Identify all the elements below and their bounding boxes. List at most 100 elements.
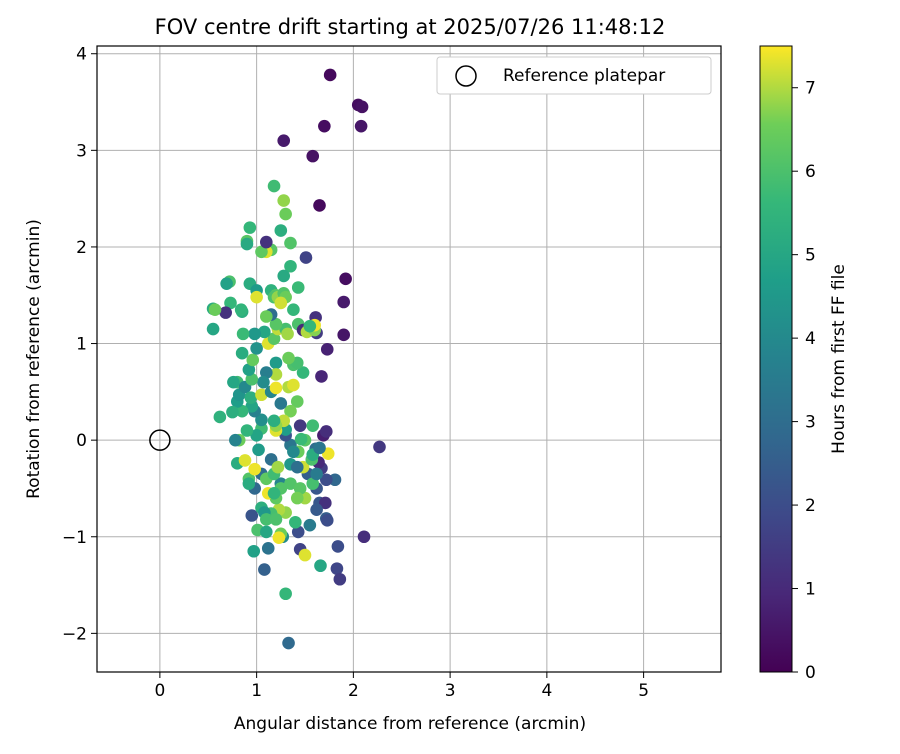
data-point xyxy=(229,433,242,447)
data-point xyxy=(220,277,233,290)
x-tick-label: 0 xyxy=(154,681,165,701)
plot-frame xyxy=(96,45,722,673)
data-point xyxy=(293,419,307,432)
y-tick-label: 1 xyxy=(76,335,87,355)
data-point xyxy=(274,296,288,310)
colorbar-tick-label: 5 xyxy=(805,246,816,266)
legend-label: Reference platepar xyxy=(503,66,665,86)
data-point xyxy=(208,303,222,317)
data-point xyxy=(272,531,286,545)
data-point xyxy=(290,460,304,474)
data-point xyxy=(219,306,232,319)
x-axis-ticks: 0 1 2 3 4 5 xyxy=(154,672,649,701)
x-tick-label: 4 xyxy=(541,681,552,701)
data-point xyxy=(310,467,323,481)
data-points xyxy=(206,68,386,650)
data-point xyxy=(306,477,320,490)
data-point xyxy=(289,515,302,529)
data-point xyxy=(255,388,268,402)
data-point xyxy=(246,353,260,367)
data-point xyxy=(226,405,239,419)
data-point xyxy=(269,381,283,395)
data-point xyxy=(269,513,283,526)
data-point xyxy=(235,346,249,360)
data-point xyxy=(206,322,220,336)
data-point xyxy=(331,540,345,553)
x-axis-label: Angular distance from reference (arcmin) xyxy=(234,714,586,734)
data-point xyxy=(282,636,295,650)
data-point xyxy=(314,559,327,573)
data-point xyxy=(303,319,317,333)
x-tick-label: 5 xyxy=(638,681,649,701)
data-point xyxy=(303,518,317,532)
data-point xyxy=(250,290,263,304)
data-point xyxy=(248,327,261,341)
data-point xyxy=(320,343,334,356)
data-point xyxy=(274,224,288,237)
data-point xyxy=(277,194,291,207)
data-point xyxy=(284,404,297,418)
data-point xyxy=(238,454,252,467)
data-point xyxy=(306,419,320,432)
data-point xyxy=(245,372,259,386)
data-point xyxy=(267,414,281,428)
colorbar-ticks: 0 1 2 3 4 5 6 7 xyxy=(792,79,816,683)
data-point xyxy=(269,317,283,331)
data-point xyxy=(250,342,263,355)
data-point xyxy=(260,310,273,323)
data-point xyxy=(248,462,261,476)
colorbar-tick-label: 0 xyxy=(805,663,816,683)
y-axis-label: Rotation from reference (arcmin) xyxy=(24,219,44,499)
colorbar-tick-label: 4 xyxy=(805,329,816,349)
data-point xyxy=(323,68,337,82)
data-point xyxy=(313,441,326,455)
data-point xyxy=(281,327,294,341)
y-tick-label: 3 xyxy=(76,141,87,161)
data-point xyxy=(294,432,308,446)
data-point xyxy=(267,486,281,500)
data-point xyxy=(337,328,350,342)
data-point xyxy=(234,303,248,317)
data-point xyxy=(279,207,292,221)
y-tick-label: 0 xyxy=(76,431,87,451)
colorbar-label: Hours from first FF file xyxy=(829,264,849,454)
data-point xyxy=(282,351,295,365)
data-point xyxy=(236,327,250,341)
data-point xyxy=(261,542,275,555)
data-point xyxy=(240,237,254,251)
data-point xyxy=(260,513,273,526)
data-point xyxy=(319,496,332,510)
data-point xyxy=(291,281,305,294)
y-tick-label: 4 xyxy=(76,45,87,65)
data-point xyxy=(298,548,312,562)
data-point xyxy=(224,296,237,310)
data-point xyxy=(290,491,304,505)
data-point xyxy=(293,482,307,495)
data-point xyxy=(354,119,368,133)
colorbar-tick-label: 3 xyxy=(805,413,816,433)
data-point xyxy=(284,477,297,490)
y-tick-label: −2 xyxy=(62,624,87,644)
data-point xyxy=(357,530,371,544)
data-point xyxy=(284,259,297,273)
data-point xyxy=(250,429,263,442)
data-point xyxy=(277,134,291,147)
y-tick-label: −1 xyxy=(62,528,87,548)
legend-box xyxy=(436,56,712,95)
data-point xyxy=(245,509,259,522)
data-point xyxy=(337,295,350,309)
reference-platepar-marker xyxy=(149,429,171,451)
data-point xyxy=(260,366,273,379)
colorbar-tick-label: 1 xyxy=(805,580,816,600)
data-point xyxy=(267,179,281,193)
data-point xyxy=(271,460,285,474)
data-point xyxy=(328,473,342,487)
data-point xyxy=(240,424,254,437)
data-point xyxy=(287,445,300,459)
data-point xyxy=(260,235,273,249)
reference-layer xyxy=(149,429,171,451)
data-point xyxy=(213,410,227,424)
data-point xyxy=(306,149,320,163)
data-point xyxy=(284,236,297,250)
colorbar xyxy=(759,45,793,673)
